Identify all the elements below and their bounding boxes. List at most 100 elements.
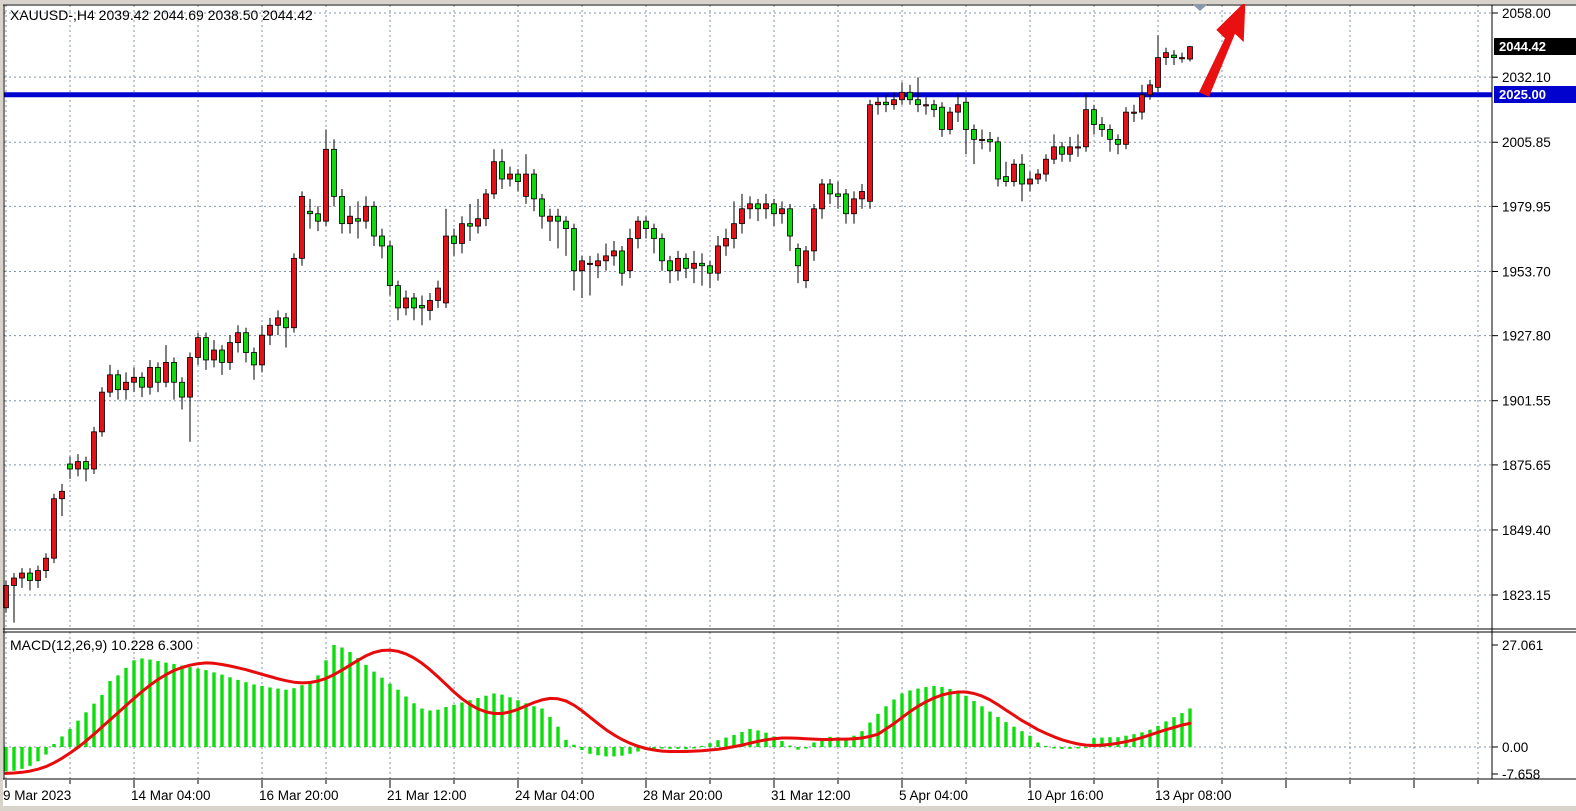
- time-axis-label: 21 Mar 12:00: [387, 788, 467, 803]
- candle-body: [683, 257, 689, 269]
- candle-body: [811, 208, 817, 252]
- candle-body: [123, 381, 129, 391]
- candle-body: [1051, 146, 1057, 160]
- macd-histogram-bar: [172, 664, 176, 747]
- candle-body: [363, 205, 369, 222]
- candle-body: [427, 300, 433, 311]
- macd-histogram-bar: [196, 668, 200, 747]
- macd-histogram-bar: [260, 685, 264, 747]
- candle-body: [579, 260, 585, 272]
- candle-body: [627, 238, 633, 272]
- macd-histogram-bar: [772, 736, 776, 747]
- macd-histogram-bar: [908, 690, 912, 747]
- candle-body: [67, 463, 73, 470]
- candle-body: [995, 141, 1001, 180]
- candle-body: [1075, 146, 1081, 149]
- candle-body: [955, 104, 961, 113]
- macd-histogram-bar: [940, 687, 944, 747]
- candle-body: [571, 228, 577, 272]
- macd-histogram-bar: [476, 697, 480, 747]
- candle-body: [547, 215, 553, 222]
- candle-body: [787, 208, 793, 237]
- bullish-arrow-annotation[interactable]: [1199, 1, 1246, 97]
- macd-axis-label: 27.061: [1502, 638, 1543, 653]
- candle-body: [675, 257, 681, 272]
- candle-body: [179, 381, 185, 398]
- macd-histogram-bar: [596, 747, 600, 756]
- macd-histogram-bar: [884, 706, 888, 747]
- macd-histogram-bar: [12, 747, 16, 771]
- macd-histogram-bar: [92, 703, 96, 747]
- macd-histogram-bar: [740, 731, 744, 747]
- macd-histogram-bar: [1172, 717, 1176, 747]
- macd-histogram-bar: [180, 665, 184, 747]
- macd-histogram-bar: [868, 722, 872, 747]
- candle-body: [963, 101, 969, 130]
- candle-body: [643, 220, 649, 230]
- candle-body: [107, 374, 113, 393]
- macd-histogram-bar: [468, 700, 472, 747]
- macd-histogram-bar: [220, 674, 224, 747]
- chart-shift-marker-icon[interactable]: [1191, 3, 1209, 11]
- candle-body: [139, 376, 145, 388]
- candle-body: [291, 257, 297, 329]
- macd-histogram-bar: [388, 683, 392, 747]
- candle-body: [251, 352, 257, 366]
- candle-body: [315, 213, 321, 222]
- macd-histogram-bar: [340, 647, 344, 747]
- candle-body: [1091, 109, 1097, 125]
- macd-histogram-bar: [1188, 708, 1192, 747]
- macd-histogram-bar: [948, 688, 952, 747]
- candle-body: [947, 111, 953, 130]
- candle-body: [459, 223, 465, 244]
- time-axis-label: 24 Mar 04:00: [515, 788, 595, 803]
- macd-histogram-bar: [844, 738, 848, 747]
- macd-histogram-bar: [284, 689, 288, 747]
- candle-body: [1019, 163, 1025, 185]
- candle-body: [611, 250, 617, 257]
- macd-histogram-bar: [588, 747, 592, 754]
- macd-histogram-bar: [1060, 747, 1064, 749]
- macd-histogram-bar: [580, 747, 584, 751]
- macd-histogram-bar: [236, 679, 240, 747]
- candle-body: [27, 572, 33, 581]
- macd-histogram-bar: [228, 677, 232, 747]
- macd-signal-line: [4, 648, 1192, 775]
- macd-histogram-bar: [1092, 737, 1096, 747]
- candle-body: [11, 577, 17, 586]
- macd-histogram-bar: [292, 688, 296, 747]
- macd-histogram-bar: [564, 739, 568, 747]
- macd-histogram-bar: [36, 747, 40, 762]
- macd-histogram-bar: [996, 716, 1000, 747]
- macd-histogram-bar: [652, 747, 656, 749]
- last-price-tag: 2044.42: [1494, 38, 1576, 56]
- macd-histogram-bar: [68, 728, 72, 747]
- candle-body: [131, 376, 137, 383]
- macd-histogram-bar: [972, 701, 976, 747]
- macd-histogram-bar: [932, 685, 936, 747]
- candle-body: [1179, 57, 1185, 60]
- candle-body: [451, 235, 457, 244]
- candle-body: [1163, 52, 1169, 59]
- candle-body: [1099, 124, 1105, 130]
- candle-body: [267, 324, 273, 336]
- candle-body: [699, 262, 705, 267]
- macd-histogram-bar: [276, 688, 280, 747]
- macd-histogram-bar: [900, 693, 904, 747]
- macd-histogram-bar: [628, 747, 632, 754]
- candle-body: [931, 104, 937, 111]
- candle-body: [1187, 46, 1193, 60]
- candle-body: [411, 297, 417, 309]
- macd-histogram-bar: [636, 747, 640, 752]
- candle-body: [435, 287, 441, 301]
- macd-histogram-bar: [148, 659, 152, 747]
- macd-histogram-bar: [60, 736, 64, 747]
- candle-body: [979, 138, 985, 141]
- macd-histogram-bar: [828, 736, 832, 747]
- candle-body: [603, 255, 609, 262]
- macd-histogram-bar: [796, 747, 800, 750]
- macd-histogram-bar: [100, 694, 104, 747]
- hline-price-tag[interactable]: 2025.00: [1494, 86, 1576, 104]
- candle-body: [211, 349, 217, 361]
